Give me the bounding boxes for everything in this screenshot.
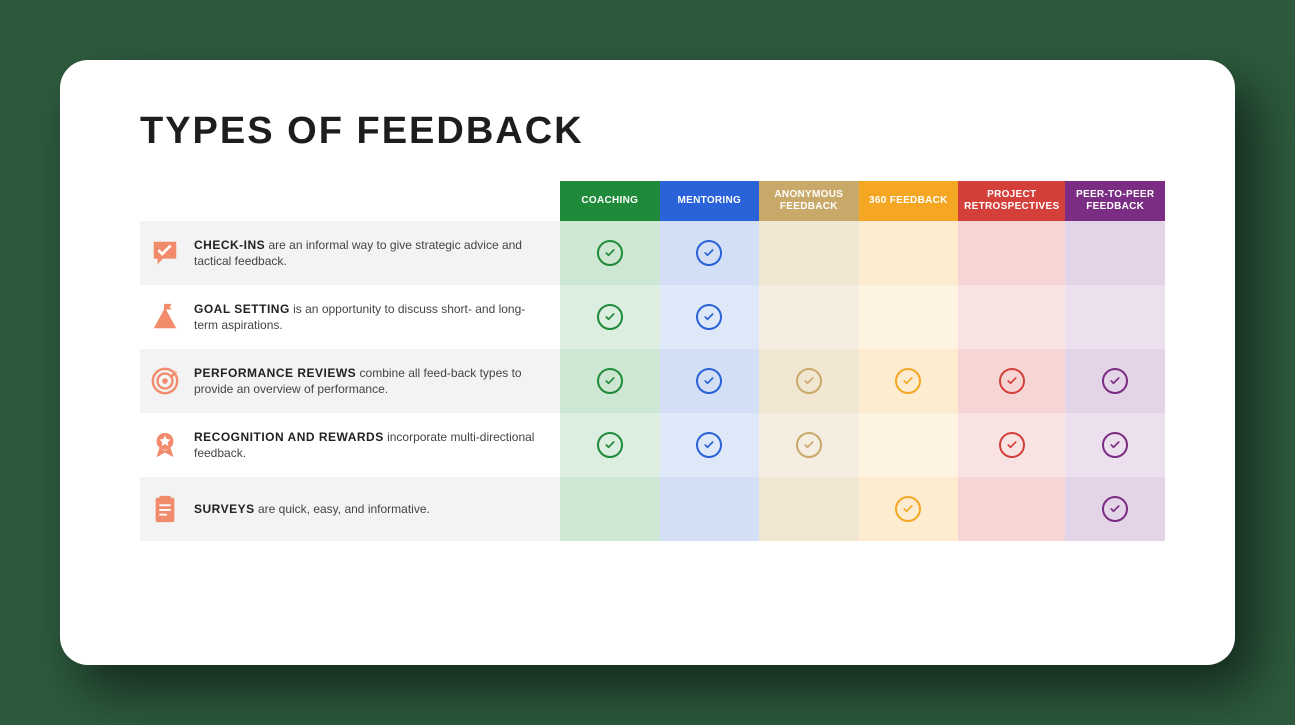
matrix-cell — [1065, 477, 1165, 541]
matrix-cell — [759, 349, 859, 413]
check-icon — [696, 304, 722, 330]
check-icon — [597, 240, 623, 266]
row-text: SURVEYS are quick, easy, and informative… — [194, 501, 430, 517]
row-text: GOAL SETTING is an opportunity to discus… — [194, 301, 542, 333]
check-icon — [1102, 368, 1128, 394]
ribbon-star-icon — [150, 430, 180, 460]
matrix-cell — [859, 285, 959, 349]
page-title: TYPES OF FEEDBACK — [140, 110, 1165, 153]
matrix-cell — [1065, 285, 1165, 349]
matrix-cell — [560, 221, 660, 285]
speech-check-icon — [150, 238, 180, 268]
column-header: MENTORING — [660, 181, 760, 221]
matrix-cell — [958, 413, 1065, 477]
column-header: PROJECT RETROSPECTIVES — [958, 181, 1065, 221]
target-icon — [150, 366, 180, 396]
column-header: ANONYMOUS FEEDBACK — [759, 181, 859, 221]
matrix-cell — [958, 285, 1065, 349]
matrix-cell — [859, 221, 959, 285]
feedback-matrix-grid: COACHING MENTORING ANONYMOUS FEEDBACK 360 F… — [140, 181, 1165, 541]
infographic-card: TYPES OF FEEDBACK COACHING MENTORING ANONY… — [60, 60, 1235, 665]
column-header: PEER-TO-PEER FEEDBACK — [1065, 181, 1165, 221]
row-label: PERFORMANCE REVIEWS — [194, 366, 356, 380]
check-icon — [696, 368, 722, 394]
column-header-label: 360 FEEDBACK — [869, 195, 948, 207]
column-header-label: COACHING — [581, 195, 638, 207]
check-icon — [895, 496, 921, 522]
matrix-cell — [759, 285, 859, 349]
matrix-cell — [560, 477, 660, 541]
matrix-cell — [759, 221, 859, 285]
row-description: SURVEYS are quick, easy, and informative… — [140, 477, 560, 541]
row-label: CHECK-INS — [194, 238, 265, 252]
check-icon — [1102, 496, 1128, 522]
matrix-cell — [859, 413, 959, 477]
clipboard-icon — [150, 494, 180, 524]
row-text: PERFORMANCE REVIEWS combine all feed-bac… — [194, 365, 542, 397]
matrix-cell — [660, 477, 760, 541]
row-description-text: are quick, easy, and informative. — [255, 502, 430, 516]
column-header: COACHING — [560, 181, 660, 221]
matrix-cell — [660, 221, 760, 285]
matrix-cell — [560, 285, 660, 349]
check-icon — [895, 368, 921, 394]
check-icon — [999, 368, 1025, 394]
matrix-cell — [560, 413, 660, 477]
row-description: RECOGNITION AND REWARDS incorporate mult… — [140, 413, 560, 477]
check-icon — [597, 304, 623, 330]
matrix-cell — [1065, 221, 1165, 285]
row-label: GOAL SETTING — [194, 302, 290, 316]
column-header-label: PROJECT RETROSPECTIVES — [964, 189, 1059, 213]
matrix-cell — [660, 285, 760, 349]
row-description: GOAL SETTING is an opportunity to discus… — [140, 285, 560, 349]
column-header-label: PEER-TO-PEER FEEDBACK — [1071, 189, 1159, 213]
row-description: CHECK-INS are an informal way to give st… — [140, 221, 560, 285]
matrix-cell — [1065, 413, 1165, 477]
matrix-cell — [958, 477, 1065, 541]
matrix-cell — [759, 477, 859, 541]
matrix-cell — [1065, 349, 1165, 413]
matrix-cell — [958, 221, 1065, 285]
row-label: SURVEYS — [194, 502, 255, 516]
matrix-cell — [859, 349, 959, 413]
matrix-cell — [660, 349, 760, 413]
row-text: CHECK-INS are an informal way to give st… — [194, 237, 542, 269]
matrix-cell — [660, 413, 760, 477]
mountain-flag-icon — [150, 302, 180, 332]
check-icon — [796, 368, 822, 394]
column-header-label: MENTORING — [677, 195, 741, 207]
check-icon — [999, 432, 1025, 458]
column-header-label: ANONYMOUS FEEDBACK — [765, 189, 853, 213]
check-icon — [696, 240, 722, 266]
row-description: PERFORMANCE REVIEWS combine all feed-bac… — [140, 349, 560, 413]
check-icon — [1102, 432, 1128, 458]
check-icon — [597, 432, 623, 458]
row-text: RECOGNITION AND REWARDS incorporate mult… — [194, 429, 542, 461]
matrix-cell — [859, 477, 959, 541]
column-header: 360 FEEDBACK — [859, 181, 959, 221]
check-icon — [597, 368, 623, 394]
matrix-cell — [560, 349, 660, 413]
header-spacer — [140, 181, 560, 221]
check-icon — [796, 432, 822, 458]
matrix-cell — [958, 349, 1065, 413]
matrix-cell — [759, 413, 859, 477]
check-icon — [696, 432, 722, 458]
row-label: RECOGNITION AND REWARDS — [194, 430, 384, 444]
